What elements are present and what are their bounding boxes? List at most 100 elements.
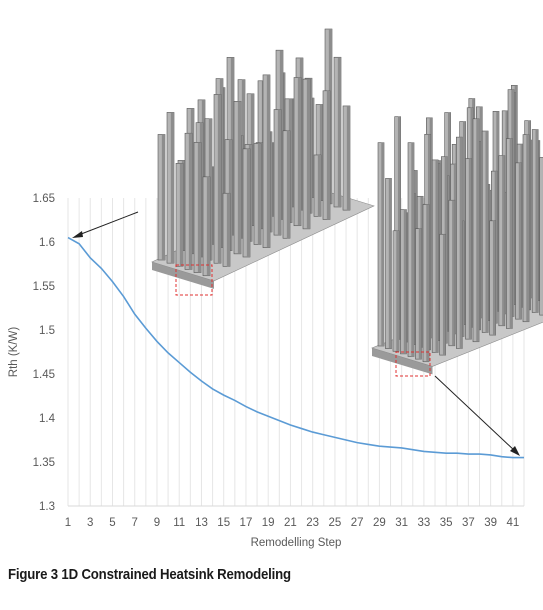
x-tick-label: 23 — [306, 517, 319, 529]
heatsink-pin-shade — [388, 178, 392, 349]
heatsink-pin-shade — [512, 92, 516, 305]
heatsink-pin-shade — [381, 142, 384, 346]
heatsink-pin-shade — [239, 135, 243, 239]
highlight-box — [175, 264, 213, 296]
heatsink-pin-shade — [468, 158, 472, 340]
heatsink-pin-shade — [461, 221, 464, 337]
x-axis-title: Remodelling Step — [251, 537, 342, 549]
heatsink-pin-shade — [426, 204, 429, 362]
heatsink-initial-image — [151, 28, 375, 296]
y-tick-labels: 1.3 1.35 1.4 1.45 1.5 1.55 1.6 1.65 — [33, 193, 56, 513]
x-tick-label: 39 — [484, 517, 497, 529]
heatsink-pin-shade — [188, 133, 192, 270]
heatsink-pin-shade — [427, 134, 431, 350]
heatsink-pin-shade — [308, 78, 312, 214]
heatsink-pin-shade — [290, 98, 294, 207]
figure-caption: Figure 3 1D Constrained Heatsink Remodel… — [8, 566, 291, 583]
y-tick-label: 1.6 — [39, 237, 55, 249]
heatsink-pin-shade — [527, 120, 531, 310]
heatsink-pin-shade — [217, 94, 221, 264]
heatsink-pin-shade — [197, 142, 201, 273]
heatsink-pin-shade — [286, 130, 290, 239]
heatsink-pin-shade — [201, 99, 205, 242]
heatsink-pin-shade — [535, 129, 539, 313]
x-tick-label: 25 — [329, 517, 342, 529]
x-tick-label: 27 — [351, 517, 364, 529]
highlight-box — [395, 351, 431, 377]
y-axis-title: Rth (K/W) — [8, 327, 20, 378]
heatsink-pin-shade — [181, 160, 185, 251]
heatsink-pin-shade — [442, 234, 446, 356]
arrow-final — [434, 375, 520, 456]
heatsink-pin-shade — [326, 90, 330, 220]
y-tick-label: 1.35 — [33, 457, 55, 469]
heatsink-pin-shade — [412, 193, 416, 345]
heatsink-pin-shade — [403, 209, 407, 354]
heatsink-pin-shade — [444, 156, 448, 344]
heatsink-final-image — [371, 85, 543, 377]
heatsink-pin-shade — [277, 109, 281, 236]
heatsink-pin-shade — [310, 98, 314, 198]
heatsink-pin-shade — [250, 93, 254, 226]
heatsink-pin-shade — [221, 87, 225, 232]
rth-series-line — [67, 236, 524, 459]
heatsink-pin-shade — [230, 57, 234, 236]
heatsink-pin-shade — [179, 163, 183, 267]
x-tick-label: 1 — [65, 517, 71, 529]
heatsink-pin-shade — [529, 140, 533, 298]
heatsink-pin-shade — [453, 164, 457, 334]
heatsink-pin-shade — [328, 28, 332, 204]
heatsink-pin-shade — [452, 200, 455, 346]
heatsink-pin-shade — [268, 131, 272, 232]
x-tick-label: 21 — [284, 517, 297, 529]
x-tick-label: 13 — [195, 517, 208, 529]
heatsink-pin-shade — [237, 101, 241, 254]
heatsink-pin-shade — [396, 230, 399, 352]
heatsink-pin-shade — [437, 163, 440, 341]
heatsink-pin-shade — [459, 137, 463, 349]
heatsink-pin-shade — [319, 104, 323, 201]
heatsink-pin-shade — [161, 134, 165, 260]
heatsink-pin-shade — [208, 118, 212, 261]
heatsink-pin-shade — [411, 142, 414, 357]
y-tick-label: 1.5 — [39, 325, 55, 337]
x-tick-label: 33 — [418, 517, 431, 529]
heatsink-pin-shade — [420, 196, 424, 348]
heatsink-pin-shade — [479, 106, 483, 318]
x-tick-label: 3 — [87, 517, 93, 529]
heatsink-pin-shade — [446, 175, 449, 332]
x-tick-label: 19 — [262, 517, 275, 529]
x-tick-label: 41 — [506, 517, 519, 529]
heatsink-pin-shade — [248, 144, 252, 242]
heatsink-pin-shade — [418, 228, 422, 360]
y-tick-label: 1.3 — [39, 501, 55, 513]
heatsink-pin-shade — [228, 139, 232, 251]
x-tick-label: 17 — [240, 517, 253, 529]
heatsink-pin-shade — [462, 121, 466, 325]
heatsink-pin-shade — [397, 116, 401, 340]
heatsink-pin-shade — [259, 142, 263, 229]
x-tick-label: 29 — [373, 517, 386, 529]
heatsink-pin — [506, 138, 513, 329]
heatsink-pin-shade — [199, 122, 203, 257]
heatsink-pin-shade — [485, 131, 489, 333]
heatsink-pin-shade — [270, 142, 274, 217]
heatsink-pin-shade — [170, 112, 174, 264]
heatsink-pin-shade — [496, 111, 499, 312]
heatsink-pin-shade — [502, 155, 505, 326]
heatsink-pin-shade — [477, 141, 481, 330]
y-tick-label: 1.55 — [33, 281, 55, 293]
heatsink-pin-shade — [226, 193, 230, 267]
heatsink-pin-shade — [210, 166, 214, 245]
heatsink-pin-shade — [435, 159, 439, 353]
x-tick-label: 31 — [395, 517, 408, 529]
heatsink-pin-shade — [206, 176, 210, 276]
heatsink-pin-shade — [487, 184, 490, 321]
heatsink-pin-shade — [526, 134, 529, 322]
heatsink-pin-shade — [509, 138, 513, 329]
heatsink-pin-shade — [190, 108, 194, 254]
x-tick-label: 37 — [462, 517, 475, 529]
heatsink-pin-shade — [492, 220, 496, 336]
heatsink-pin-shade — [346, 105, 350, 211]
arrow-initial — [72, 211, 139, 238]
